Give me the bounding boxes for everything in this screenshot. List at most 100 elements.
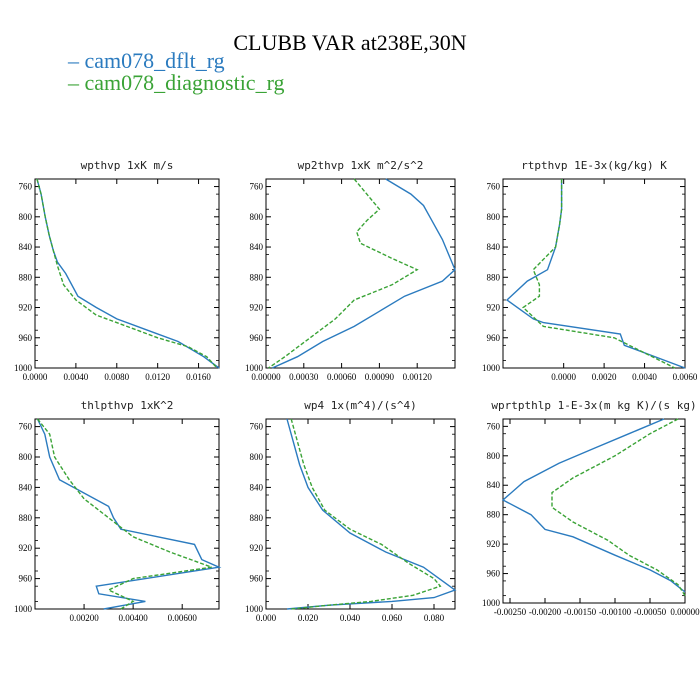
chart-title: wpthvp 1xK m/s: [81, 159, 174, 172]
x-tick-label: -0.00100: [599, 607, 632, 617]
x-tick-label: -0.00250: [494, 607, 527, 617]
y-tick-label: 880: [487, 510, 501, 520]
legend-label-dflt: cam078_dflt_rg: [84, 48, 225, 73]
legend-dash-icon: –: [68, 70, 85, 95]
y-tick-label: 920: [487, 539, 501, 549]
y-tick-label: 760: [250, 422, 264, 432]
series-line-diagnostic: [268, 178, 419, 369]
plot-frame: [502, 178, 686, 369]
y-tick-label: 920: [250, 303, 264, 313]
chart-panel-3: rtpthvp 1E-3x(kg/kg) K 760 800 840 880 920 960…: [482, 159, 698, 382]
y-tick-label: 800: [250, 212, 264, 222]
y-tick-label: 1000: [482, 363, 501, 373]
y-tick-label: 800: [19, 212, 33, 222]
x-tick-label: 0.020: [298, 613, 319, 623]
y-tick-label: 840: [250, 242, 264, 252]
x-tick-label: 0.0020: [592, 372, 617, 382]
x-tick-label: 0.00030: [289, 372, 319, 382]
series-line-dflt: [286, 418, 457, 610]
y-tick-label: 960: [250, 574, 264, 584]
x-tick-label: 0.00060: [327, 372, 357, 382]
y-tick-label: 800: [250, 452, 264, 462]
x-tick-label: -0.00150: [564, 607, 597, 617]
y-tick-label: 960: [250, 333, 264, 343]
y-tick-label: 760: [487, 421, 501, 431]
x-tick-label: 0.0000: [23, 372, 48, 382]
y-tick-label: 840: [19, 242, 33, 252]
y-tick-label: 840: [487, 480, 501, 490]
chart-title: rtpthvp 1E-3x(kg/kg) K: [521, 159, 667, 172]
x-tick-label: 0.00000: [670, 607, 700, 617]
y-tick-label: 760: [250, 182, 264, 192]
legend-entry-diagnostic: – cam078_diagnostic_rg: [68, 70, 285, 96]
x-tick-label: 0.0040: [632, 372, 657, 382]
legend-entry-dflt: – cam078_dflt_rg: [68, 48, 225, 74]
legend-label-diagnostic: cam078_diagnostic_rg: [84, 70, 285, 95]
chart-panel-2: wp2thvp 1xK m^2/s^2 760 800 840 880 920 960 100…: [245, 159, 456, 382]
y-tick-label: 800: [19, 452, 33, 462]
y-tick-label: 920: [19, 303, 33, 313]
legend-dash-icon: –: [68, 48, 85, 73]
x-tick-label: 0.00090: [365, 372, 395, 382]
y-tick-label: 1000: [245, 363, 264, 373]
y-tick-label: 960: [19, 333, 33, 343]
chart-title: thlpthvp 1xK^2: [81, 399, 174, 412]
y-tick-label: 880: [19, 513, 33, 523]
plot-frame: [34, 178, 220, 369]
plot-frame: [502, 418, 686, 604]
plot-frame: [34, 418, 220, 610]
x-tick-label: 0.0060: [673, 372, 698, 382]
chart-title: wp4 1x(m^4)/(s^4): [304, 399, 417, 412]
x-tick-label: 0.080: [424, 613, 445, 623]
y-tick-label: 960: [487, 569, 501, 579]
y-tick-label: 880: [487, 272, 501, 282]
x-tick-label: -0.00200: [529, 607, 562, 617]
x-tick-label: 0.00600: [168, 613, 198, 623]
x-tick-label: 0.000: [256, 613, 277, 623]
chart-title: wprtpthlp 1-E-3x(m kg K)/(s kg): [491, 399, 696, 412]
y-tick-label: 960: [19, 574, 33, 584]
y-tick-label: 880: [250, 513, 264, 523]
series-line-dflt: [505, 179, 686, 369]
series-line-diagnostic: [36, 178, 218, 369]
y-tick-label: 800: [487, 451, 501, 461]
y-tick-label: 960: [487, 333, 501, 343]
chart-panel-6: wprtpthlp 1-E-3x(m kg K)/(s kg) 760 800 840…: [482, 399, 700, 617]
y-tick-label: 920: [487, 303, 501, 313]
x-tick-label: 0.00200: [69, 613, 99, 623]
x-tick-label: 0.0080: [104, 372, 129, 382]
series-line-diagnostic: [522, 179, 676, 369]
y-tick-label: 1000: [245, 604, 264, 614]
x-tick-label: -0.00050: [634, 607, 667, 617]
series-line-diagnostic: [551, 418, 686, 596]
y-tick-label: 840: [250, 482, 264, 492]
series-line-dflt: [272, 178, 456, 369]
y-tick-label: 800: [487, 212, 501, 222]
y-tick-label: 760: [19, 422, 33, 432]
x-tick-label: 0.0120: [145, 372, 170, 382]
y-tick-label: 1000: [482, 598, 501, 608]
chart-panel-4: thlpthvp 1xK^2 760 800 840 880 920 960 1000 0.00…: [14, 399, 222, 623]
y-tick-label: 880: [250, 272, 264, 282]
plot-frame: [265, 178, 456, 369]
x-tick-label: 0.0040: [64, 372, 89, 382]
x-tick-label: 0.040: [340, 613, 361, 623]
series-line-diagnostic: [36, 418, 212, 610]
x-tick-label: 0.00000: [251, 372, 281, 382]
y-tick-label: 840: [487, 242, 501, 252]
chart-title: wp2thvp 1xK m^2/s^2: [298, 159, 424, 172]
y-tick-label: 760: [19, 182, 33, 192]
y-tick-label: 1000: [14, 363, 33, 373]
page-title: CLUBB VAR at238E,30N: [233, 30, 467, 55]
chart-panel-5: wp4 1x(m^4)/(s^4)76080084088092096010000…: [245, 399, 457, 623]
y-tick-label: 760: [487, 182, 501, 192]
x-tick-label: 0.00120: [403, 372, 433, 382]
series-line-dflt: [501, 418, 686, 593]
x-tick-label: 0.00400: [119, 613, 149, 623]
series-line-dflt: [36, 178, 220, 369]
chart-panel-1: wpthvp 1xK m/s76080084088092096010000.00…: [14, 159, 220, 382]
x-tick-label: 0.0160: [186, 372, 211, 382]
x-tick-label: 0.0000: [551, 372, 576, 382]
y-tick-label: 920: [19, 543, 33, 553]
